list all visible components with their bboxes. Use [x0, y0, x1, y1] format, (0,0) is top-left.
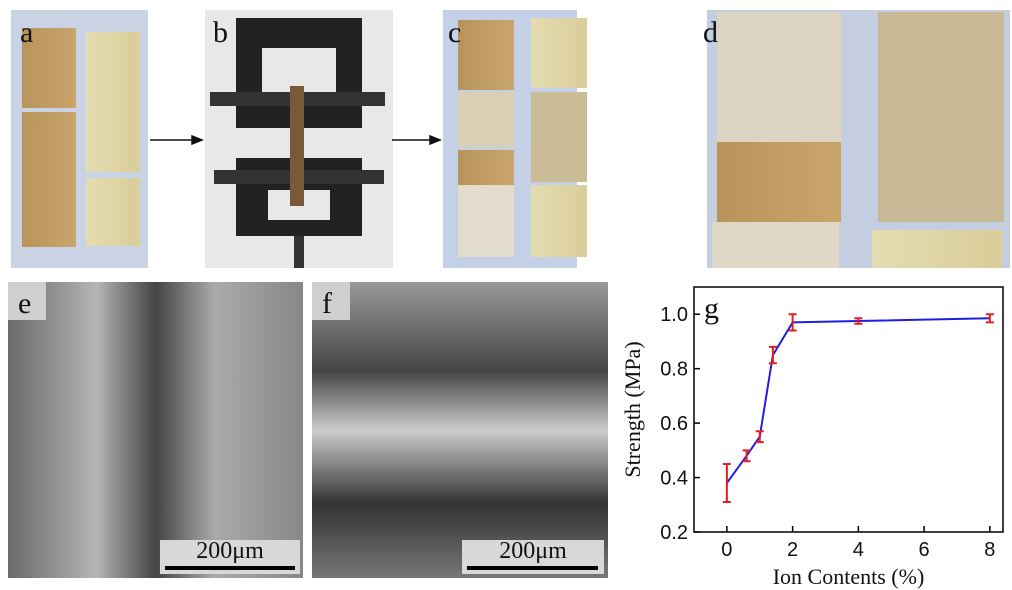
x-tick-label: 0	[721, 539, 732, 561]
x-tick-label: 4	[853, 539, 864, 561]
y-tick-label: 0.8	[660, 359, 688, 381]
y-tick-label: 1.0	[660, 304, 688, 326]
data-line	[727, 318, 990, 483]
chart: 0.2 0.4 0.6 0.8 1.0 0 2 4 6 8 Ion Contents (%) Stre…	[620, 287, 1003, 589]
panel-label: d	[703, 16, 718, 49]
panel-label: e	[18, 287, 31, 320]
panel-label: f	[322, 287, 332, 320]
error-bar	[723, 464, 731, 502]
figure: a b c d e f g 200μm 200μm 0.2 0.4 0.6 0.8 1.…	[0, 0, 1012, 590]
sem-image-f	[312, 282, 608, 578]
photo-b	[205, 10, 393, 268]
y-tick-label: 0.2	[660, 522, 688, 544]
x-tick-label: 8	[984, 539, 995, 561]
panel-label: g	[704, 292, 719, 325]
x-tick-label: 6	[919, 539, 930, 561]
y-axis-label: Strength (MPa)	[620, 341, 645, 477]
panel-label: c	[448, 16, 461, 49]
photo-d	[707, 10, 1010, 268]
x-axis-label: Ion Contents (%)	[773, 564, 925, 589]
panel-label: a	[20, 16, 33, 49]
sem-image-e	[8, 282, 303, 578]
x-tick-label: 2	[787, 539, 798, 561]
plot-frame	[694, 287, 1003, 532]
panel-label: b	[213, 16, 228, 49]
scale-bar-label: 200μm	[196, 538, 264, 564]
y-tick-label: 0.4	[660, 468, 688, 490]
scale-bar-label: 200μm	[499, 538, 567, 564]
photo-c	[443, 10, 587, 268]
y-tick-label: 0.6	[660, 413, 688, 435]
